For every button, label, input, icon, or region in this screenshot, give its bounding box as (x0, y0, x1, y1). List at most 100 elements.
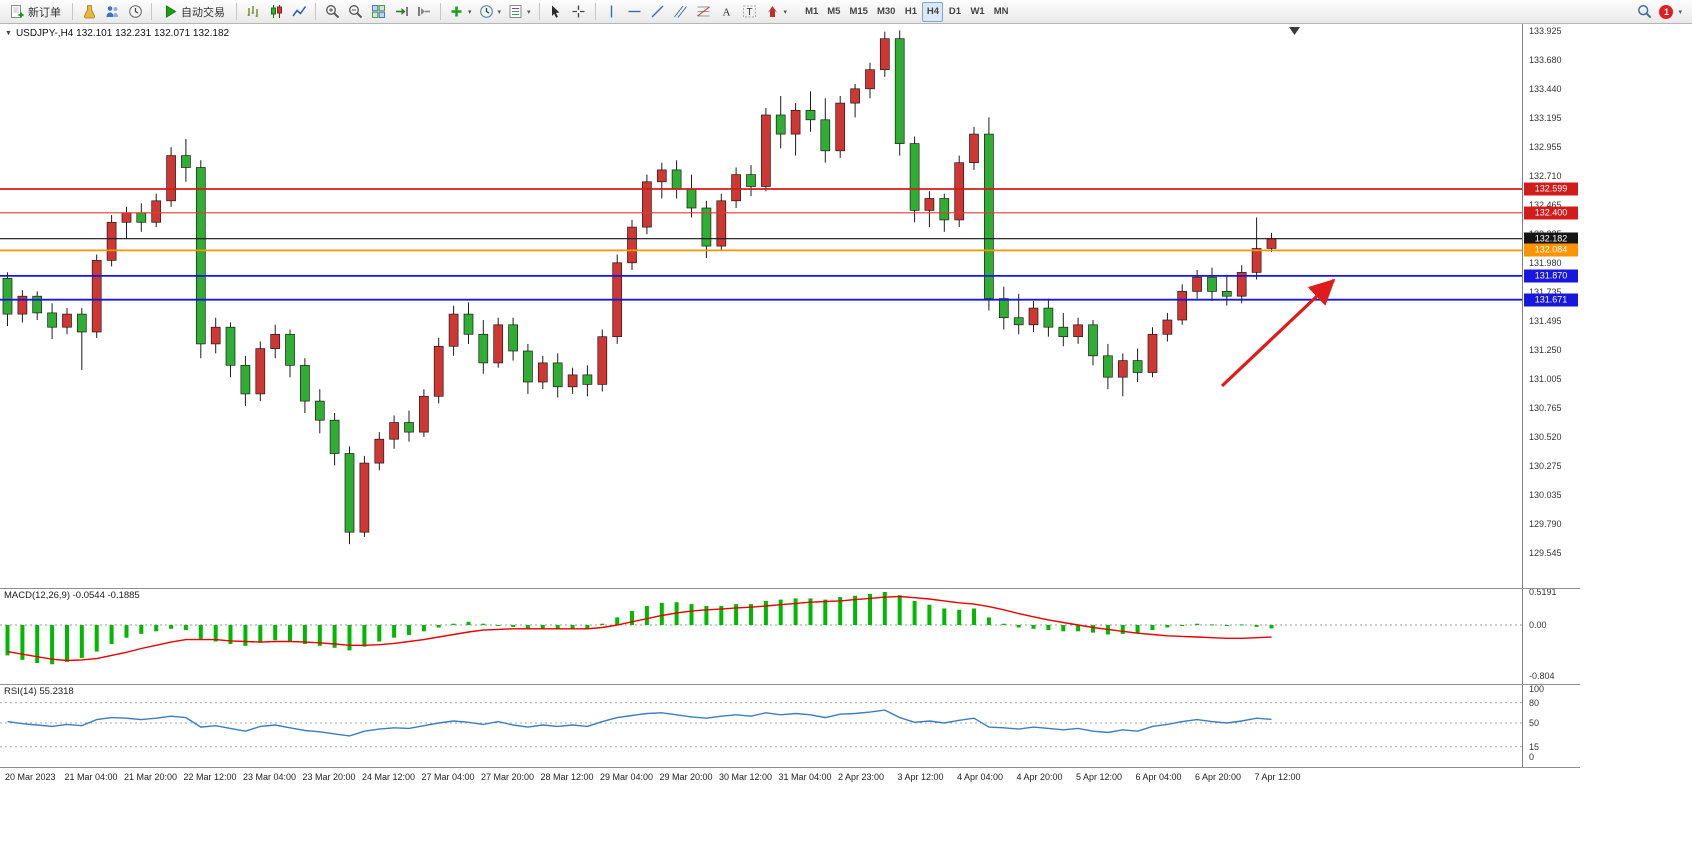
line-chart-icon (291, 4, 307, 19)
toolbar-divider (538, 3, 540, 20)
toolbar-divider (236, 3, 237, 20)
time-service-button[interactable] (124, 2, 146, 22)
templates-button[interactable]: ▾ (505, 2, 534, 22)
timeframe-button-m30[interactable]: M30 (876, 6, 896, 17)
timeframe-button-m5[interactable]: M5 (827, 6, 841, 17)
chart-window: ▼ USDJPY-,H4 132.101 132.231 132.071 132… (0, 24, 1692, 849)
time-axis-label: 21 Mar 20:00 (124, 772, 178, 782)
scale-tick-label: 0.00 (1529, 620, 1547, 630)
vertical-line-button[interactable] (601, 2, 623, 22)
panel-separator[interactable] (0, 767, 1580, 768)
periods-button[interactable]: ▾ (476, 2, 505, 22)
time-axis-label: 23 Mar 04:00 (243, 772, 297, 782)
new-order-icon (10, 4, 25, 19)
time-axis-label: 4 Apr 20:00 (1016, 772, 1063, 782)
channel-button[interactable] (670, 2, 692, 22)
dropdown-caret-icon: ▾ (1678, 8, 1682, 16)
horizontal-line-button[interactable] (624, 2, 646, 22)
line-chart-button[interactable] (288, 2, 310, 22)
autotrading-play-icon (163, 4, 178, 19)
toolbar-right-group: 1 ▾ (1633, 2, 1688, 22)
crosshair-button[interactable] (568, 2, 590, 22)
channel-icon (673, 4, 688, 19)
search-button[interactable] (1633, 2, 1655, 22)
dropdown-caret-icon: ▾ (497, 8, 502, 16)
price-tag-131.671: 131.671 (1524, 293, 1578, 307)
cursor-button[interactable] (545, 2, 567, 22)
scale-tick-label: 0 (1529, 752, 1535, 762)
scale-tick-label: -0.804 (1529, 671, 1555, 681)
chart-shift-icon (417, 4, 432, 19)
price-scale[interactable]: 133.925 133.680 133.440 133.195 132.955 132.7… (1522, 24, 1580, 767)
time-axis-label: 24 Mar 12:00 (362, 772, 416, 782)
chart-shift-marker[interactable] (1289, 27, 1300, 35)
scale-tick-label: 133.440 (1529, 83, 1562, 94)
toolbar: 新订单 自动交易 ▾ ▾ ▾ A T ▾ M1 M5 M15 M30 H1 H4 D1 W1 M… (0, 0, 1692, 24)
timeframe-button-h4[interactable]: H4 (922, 1, 944, 22)
timeframe-button-mn[interactable]: MN (993, 6, 1009, 17)
rsi-label: RSI(14) 55.2318 (4, 686, 74, 697)
scale-tick-label: 15 (1529, 741, 1540, 752)
text-button[interactable]: A (716, 2, 738, 22)
dropdown-caret-icon: ▾ (527, 8, 531, 16)
time-axis-label: 29 Mar 04:00 (600, 772, 654, 782)
zoom-in-icon (325, 4, 340, 19)
time-axis[interactable]: 20 Mar 2023 21 Mar 04:00 21 Mar 20:00 22 Ma… (0, 768, 1580, 790)
autotrading-button[interactable]: 自动交易 (157, 2, 231, 22)
bar-chart-button[interactable] (242, 2, 264, 22)
dropdown-caret-icon: ▾ (468, 8, 472, 16)
timeframe-button-w1[interactable]: W1 (970, 6, 985, 17)
bar-chart-icon (246, 4, 261, 19)
fibonacci-button[interactable] (693, 2, 715, 22)
time-axis-label: 29 Mar 20:00 (659, 772, 713, 782)
time-axis-label: 6 Apr 04:00 (1135, 772, 1182, 782)
new-order-button[interactable]: 新订单 (4, 2, 67, 22)
timeframe-button-m1[interactable]: M1 (805, 6, 819, 17)
time-axis-label: 2 Apr 23:00 (838, 772, 885, 782)
tile-windows-button[interactable] (367, 2, 389, 22)
arrow-objects-icon (765, 4, 780, 19)
trendline-button[interactable] (647, 2, 669, 22)
templates-icon (508, 4, 523, 19)
strategy-tester-button[interactable] (78, 2, 100, 22)
auto-scroll-button[interactable] (390, 2, 412, 22)
time-axis-label: 4 Apr 04:00 (957, 772, 1004, 782)
scale-tick-label: 130.765 (1529, 402, 1562, 413)
zoom-out-button[interactable] (344, 2, 366, 22)
arrow-objects-button[interactable]: ▾ (762, 2, 791, 22)
scale-tick-label: 130.035 (1529, 489, 1562, 500)
time-axis-label: 27 Mar 04:00 (421, 772, 475, 782)
panel-separator[interactable] (0, 684, 1580, 685)
periods-clock-icon (479, 4, 494, 19)
toolbar-divider (594, 3, 596, 20)
toolbar-divider (440, 3, 441, 20)
text-label-button[interactable]: T (739, 2, 761, 22)
time-axis-label: 20 Mar 2023 (5, 772, 56, 782)
chart-shift-button[interactable] (413, 2, 435, 22)
clock-icon (128, 4, 143, 19)
trend-arrow-object[interactable] (1220, 278, 1336, 388)
crosshair-icon (571, 4, 586, 19)
scale-tick-label: 132.955 (1529, 141, 1562, 152)
timeframe-button-d1[interactable]: D1 (948, 6, 962, 17)
scale-tick-label: 131.250 (1529, 344, 1562, 355)
panel-separator[interactable] (0, 588, 1580, 589)
trendline-icon (650, 4, 665, 19)
macd-panel[interactable] (0, 588, 1522, 684)
scale-tick-label: 129.545 (1529, 548, 1562, 559)
timeframe-button-m15[interactable]: M15 (849, 6, 868, 17)
auto-scroll-icon (394, 4, 409, 19)
candlestick-chart-button[interactable] (265, 2, 287, 22)
timeframe-button-h1[interactable]: H1 (904, 6, 918, 17)
rsi-panel[interactable] (0, 684, 1522, 767)
scale-tick-label: 132.710 (1529, 170, 1562, 181)
macd-label: MACD(12,26,9) -0.0544 -0.1885 (4, 590, 140, 601)
zoom-in-button[interactable] (321, 2, 343, 22)
notification-badge[interactable]: 1 (1659, 4, 1674, 19)
chart-plot[interactable] (0, 24, 1522, 588)
indicators-button[interactable]: ▾ (446, 2, 475, 22)
autotrading-label: 自动交易 (181, 6, 225, 19)
oneclick-expand-icon[interactable]: ▼ (5, 30, 12, 37)
toolbar-divider (315, 3, 316, 20)
traders-community-button[interactable] (101, 2, 123, 22)
